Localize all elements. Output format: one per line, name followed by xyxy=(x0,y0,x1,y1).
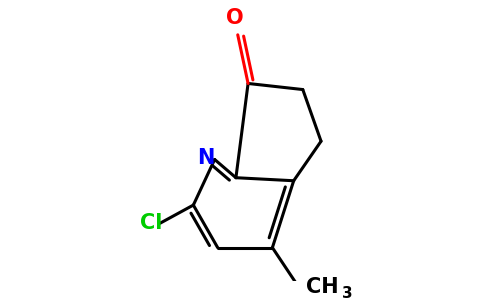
Text: O: O xyxy=(226,8,243,28)
Text: CH: CH xyxy=(306,277,338,297)
Text: N: N xyxy=(197,148,214,168)
Text: 3: 3 xyxy=(342,286,353,300)
Text: Cl: Cl xyxy=(139,213,162,233)
